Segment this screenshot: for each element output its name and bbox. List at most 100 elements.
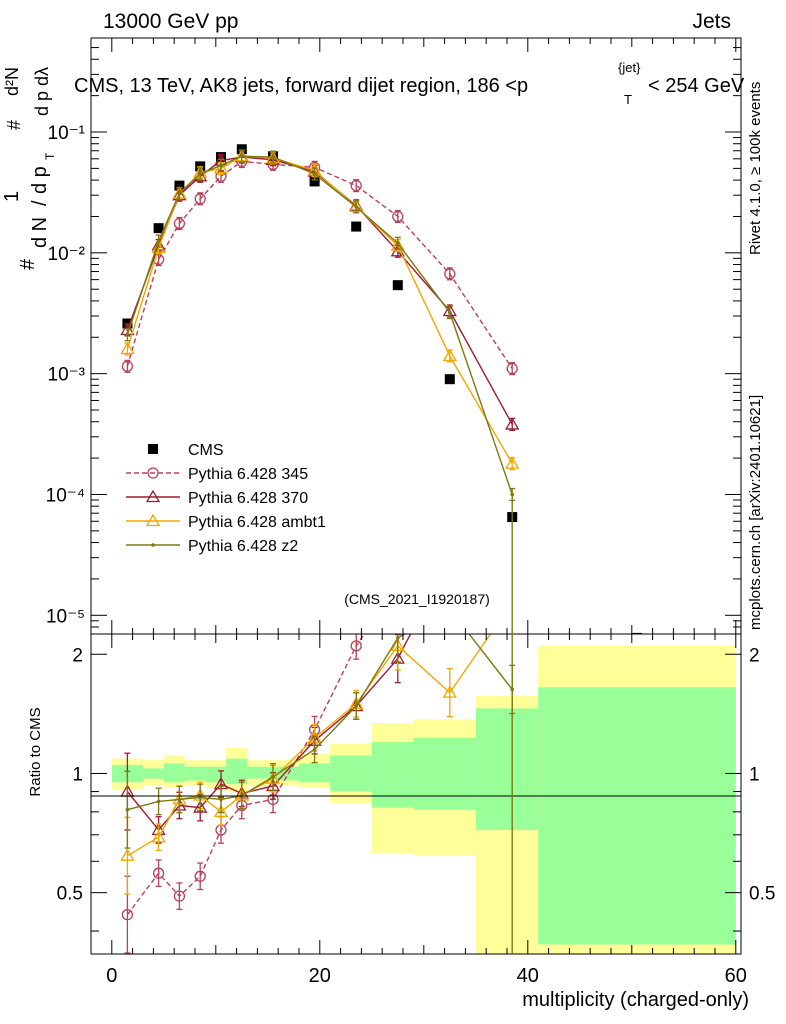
category-label: Jets	[692, 10, 731, 33]
plot-title-sub: T	[624, 92, 632, 107]
data-point-marker	[442, 348, 457, 362]
plot-title-sup: {jet}	[618, 60, 641, 75]
data-point-marker	[505, 456, 520, 469]
x-tick-label: 0	[106, 965, 117, 987]
ylabel-dptdl: d p dλ	[32, 67, 52, 116]
legend-entry: CMS	[148, 442, 224, 459]
y-tick-label: 10⁻²	[48, 244, 86, 265]
stat-uncertainty-band	[475, 708, 539, 830]
stat-uncertainty-band	[247, 766, 268, 779]
ratio-line	[126, 634, 366, 916]
y-tick-label: 10⁻⁴	[46, 485, 85, 506]
data-point-marker	[151, 543, 155, 547]
ylabel-t: T	[43, 152, 57, 160]
data-point-marker	[198, 172, 202, 176]
x-tick-label: 20	[309, 965, 331, 987]
legend-entry: Pythia 6.428 z2	[126, 538, 298, 555]
data-point-marker	[174, 180, 185, 191]
legend-entry: Pythia 6.428 370	[126, 489, 308, 507]
data-point-marker	[350, 640, 362, 652]
data-point-marker	[177, 191, 182, 196]
data-point-marker	[354, 704, 359, 708]
data-point-marker	[396, 636, 400, 640]
ylabel-d2n: d²N	[2, 67, 22, 96]
ratio-y-tick-label-right: 1	[749, 764, 760, 785]
data-point-marker	[354, 205, 359, 209]
data-point-marker	[173, 217, 186, 230]
legend-marker	[148, 444, 158, 454]
ratio-line	[127, 634, 492, 857]
x-tick-label: 60	[725, 965, 747, 987]
data-point-marker	[309, 176, 320, 187]
ratio-y-tick-label-right: 0.5	[749, 884, 775, 905]
stat-uncertainty-band	[371, 742, 414, 808]
data-point-marker	[145, 489, 161, 503]
data-point-marker	[193, 800, 208, 813]
data-point-marker	[390, 238, 405, 251]
data-point-marker	[350, 179, 362, 192]
series-line	[126, 160, 513, 370]
stat-uncertainty-band	[299, 763, 331, 783]
legend-label: Pythia 6.428 345	[188, 466, 308, 483]
data-point-marker	[177, 797, 182, 802]
mcplots-label: mcplots.cern.ch [arXiv:2401.10621]	[747, 395, 764, 630]
data-point-marker	[392, 280, 403, 291]
data-point-marker	[351, 221, 362, 232]
stat-uncertainty-band	[184, 766, 206, 781]
ylabel-hash2: #	[4, 120, 24, 130]
ylabel-dn: d N	[29, 217, 51, 248]
data-point-marker	[145, 513, 161, 527]
ratio-y-tick-label: 0.5	[57, 884, 83, 905]
ylabel-slash: /	[29, 200, 51, 206]
data-point-marker	[448, 310, 452, 315]
series-line	[126, 155, 513, 495]
stat-uncertainty-band	[538, 687, 736, 945]
main-series-0	[122, 144, 642, 634]
data-point-marker	[444, 374, 455, 385]
legend-label: Pythia 6.428 z2	[188, 538, 298, 555]
stat-uncertainty-band	[413, 737, 476, 810]
data-point-marker	[312, 747, 317, 752]
data-point-marker	[442, 685, 457, 698]
ratio-y-tick-label-right: 2	[749, 645, 760, 666]
data-point-marker	[173, 890, 186, 902]
data-point-marker	[632, 632, 642, 634]
plot-title-end: < 254 GeV	[648, 75, 745, 97]
rivet-label: Rivet 4.1.0, ≥ 100k events	[747, 82, 764, 255]
stat-uncertainty-band	[143, 768, 164, 779]
x-axis-label: multiplicity (charged-only)	[522, 989, 749, 1011]
data-point-marker	[444, 552, 456, 563]
energy-label: 13000 GeV pp	[103, 10, 238, 33]
analysis-id: (CMS_2021_I1920187)	[344, 591, 490, 607]
data-point-marker	[240, 793, 244, 798]
plot-title-main: CMS, 13 TeV, AK8 jets, forward dijet reg…	[74, 75, 528, 97]
data-point-marker	[151, 829, 166, 843]
main-series-4	[124, 149, 516, 502]
legend-entry: Pythia 6.428 ambt1	[126, 513, 326, 531]
stat-uncertainty-band	[330, 755, 372, 792]
data-point-marker	[448, 607, 452, 611]
data-point-marker	[156, 239, 161, 243]
series-line	[126, 155, 513, 464]
data-point-marker	[125, 332, 130, 337]
data-point-marker	[153, 223, 164, 234]
ylabel-one: 1	[1, 191, 23, 202]
data-point-marker	[392, 210, 404, 223]
data-point-marker	[194, 193, 206, 205]
stat-uncertainty-band	[163, 763, 185, 783]
ratio-frame	[90, 633, 742, 955]
y-tick-label: 10⁻³	[48, 365, 86, 386]
data-point-marker	[219, 797, 223, 802]
ratio-y-tick-label: 2	[72, 645, 83, 666]
legend-label: CMS	[188, 442, 224, 459]
stat-uncertainty-band	[205, 766, 227, 783]
ratio-y-label: Ratio to CMS	[27, 707, 44, 796]
data-point-marker	[152, 867, 165, 879]
data-point-marker	[120, 341, 135, 355]
data-point-marker	[194, 870, 206, 882]
data-point-marker	[125, 807, 130, 812]
legend: CMS Pythia 6.428 345 Pythia 6.428 370 Pythi…	[126, 442, 326, 555]
main-series-3	[120, 148, 520, 471]
y-tick-label: 10⁻⁵	[46, 606, 85, 627]
data-point-marker	[213, 161, 229, 174]
